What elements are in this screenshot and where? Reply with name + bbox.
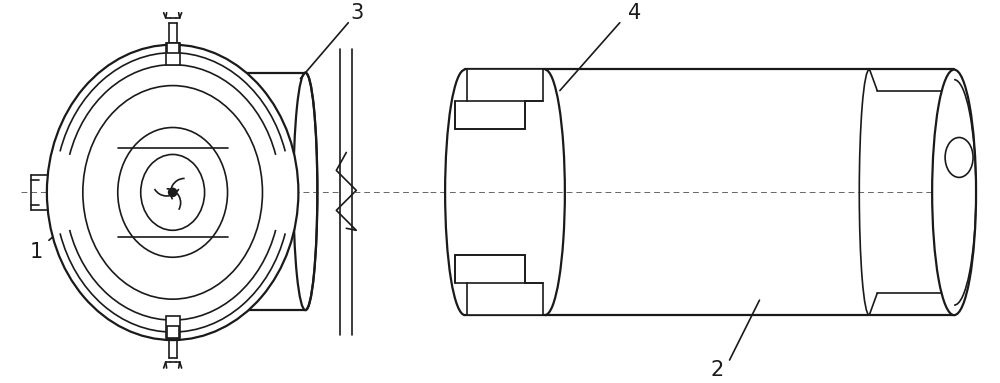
Polygon shape: [166, 316, 180, 338]
Polygon shape: [455, 255, 543, 315]
Text: 2: 2: [711, 360, 724, 380]
Ellipse shape: [141, 154, 205, 230]
Text: 3: 3: [351, 3, 364, 23]
Polygon shape: [455, 69, 543, 129]
Polygon shape: [166, 43, 180, 65]
Ellipse shape: [169, 188, 177, 196]
Polygon shape: [167, 43, 179, 52]
Polygon shape: [167, 326, 179, 338]
Ellipse shape: [47, 45, 298, 340]
Ellipse shape: [83, 85, 262, 299]
Ellipse shape: [118, 128, 228, 257]
Ellipse shape: [945, 137, 973, 177]
Text: 4: 4: [628, 3, 641, 23]
Text: 1: 1: [29, 242, 43, 262]
Ellipse shape: [293, 73, 317, 310]
Ellipse shape: [932, 70, 976, 315]
